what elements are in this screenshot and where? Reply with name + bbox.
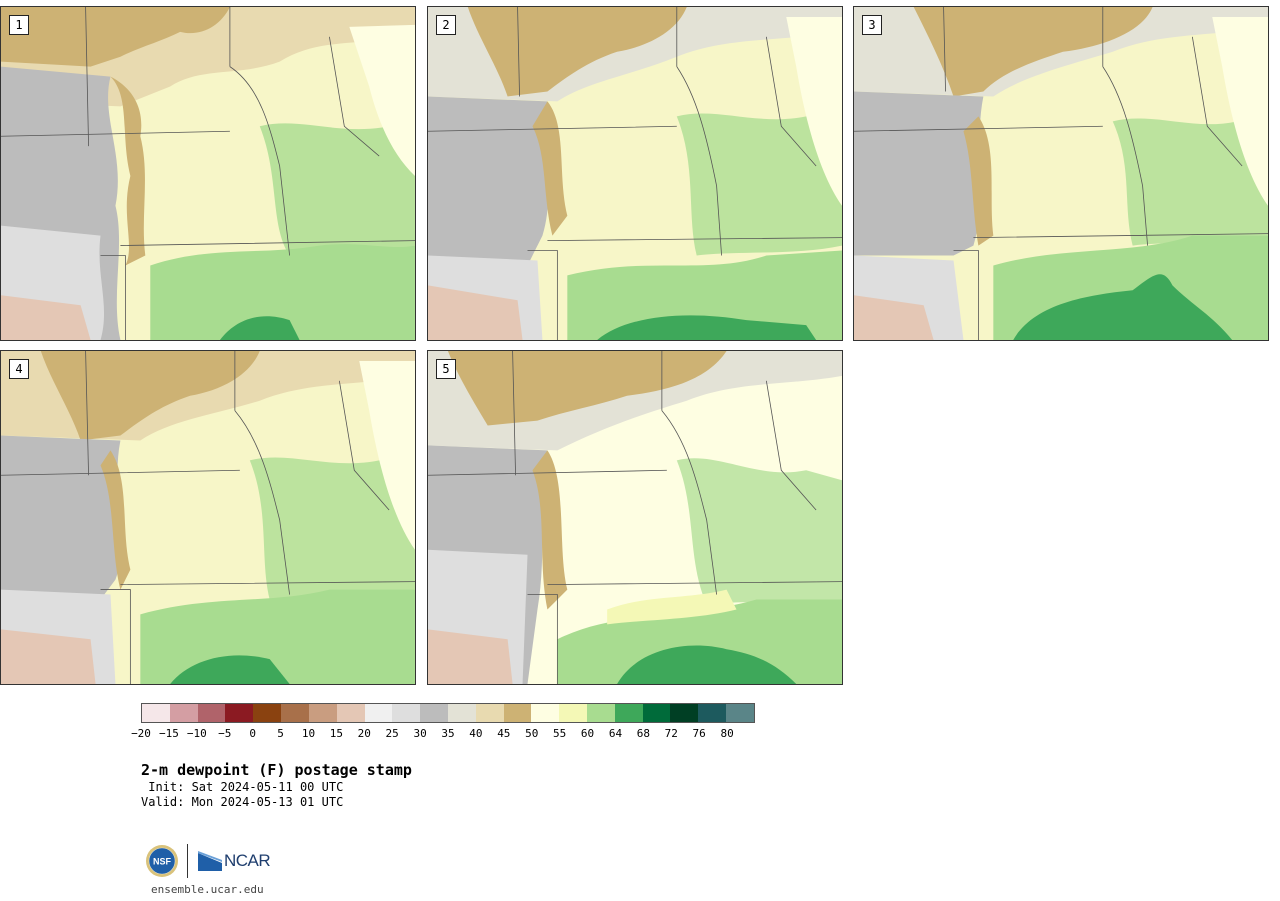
dewpoint-map <box>1 351 415 684</box>
colorbar-swatch <box>392 704 421 722</box>
sponsor-logos: NSF NCAR <box>145 843 271 879</box>
colorbar-swatch <box>475 704 504 722</box>
colorbar-swatch <box>698 704 727 722</box>
colorbar-swatch <box>281 704 309 722</box>
site-url: ensemble.ucar.edu <box>151 883 264 896</box>
colorbar-tick-label: 64 <box>608 727 623 740</box>
colorbar-tick-label: −15 <box>158 727 179 740</box>
colorbar-swatch <box>308 704 337 722</box>
colorbar-ticks: −20 −15 −10 −5 0 5 10 15 20 25 30 35 40 45 50 55 60 64 68 7… <box>131 727 755 741</box>
panel-number: 4 <box>9 359 29 379</box>
colorbar-tick-label: −10 <box>186 727 207 740</box>
postage-stamp-map-2: 2 <box>427 6 843 341</box>
logo-divider <box>187 844 188 878</box>
ncar-logo-text: NCAR <box>224 851 271 870</box>
colorbar-tick-label: 0 <box>249 727 256 740</box>
init-time: Init: Sat 2024-05-11 00 UTC <box>141 780 344 794</box>
colorbar-swatch <box>253 704 282 722</box>
colorbar-tick-label: 30 <box>413 727 427 740</box>
dewpoint-map <box>854 7 1268 340</box>
colorbar-swatch <box>614 704 643 722</box>
colorbar-swatch <box>169 704 198 722</box>
dewpoint-map <box>428 351 842 684</box>
dewpoint-map <box>428 7 842 340</box>
postage-stamp-map-1: 1 <box>0 6 416 341</box>
colorbar-swatch <box>197 704 226 722</box>
colorbar-tick-label: 20 <box>357 727 371 740</box>
colorbar-tick-label: 40 <box>469 727 483 740</box>
colorbar-tick-label: 55 <box>553 727 567 740</box>
colorbar-tick-label: 35 <box>441 727 455 740</box>
colorbar-tick-label: 60 <box>580 727 595 740</box>
colorbar-tick-label: 15 <box>329 727 343 740</box>
panel-number: 2 <box>436 15 456 35</box>
panel-number: 1 <box>9 15 29 35</box>
colorbar-tick-label: 72 <box>664 727 678 740</box>
colorbar-swatch <box>726 704 754 722</box>
chart-title: 2-m dewpoint (F) postage stamp <box>141 761 412 779</box>
postage-stamp-map-4: 4 <box>0 350 416 685</box>
nsf-logo-text: NSF <box>153 857 172 867</box>
valid-time: Valid: Mon 2024-05-13 01 UTC <box>141 795 344 809</box>
postage-stamp-map-3: 3 <box>853 6 1269 341</box>
dewpoint-map <box>1 7 415 340</box>
colorbar-tick-label: 10 <box>301 727 316 740</box>
colorbar-tick-label: −5 <box>218 727 232 740</box>
colorbar-swatch <box>142 704 170 722</box>
colorbar-tick-label: 76 <box>692 727 706 740</box>
colorbar-swatch <box>364 704 393 722</box>
colorbar-tick-label: −20 <box>131 727 151 740</box>
ncar-mark-icon <box>198 851 222 871</box>
colorbar-tick-label: 80 <box>720 727 734 740</box>
colorbar-swatch <box>670 704 699 722</box>
colorbar-swatch <box>559 704 587 722</box>
panel-number: 5 <box>436 359 456 379</box>
colorbar-swatch <box>420 704 448 722</box>
nsf-logo-icon: NSF <box>146 845 178 877</box>
colorbar-swatch <box>225 704 254 722</box>
colorbar-swatch <box>587 704 615 722</box>
ncar-logo: NCAR <box>198 851 271 871</box>
colorbar-tick-label: 5 <box>277 727 284 740</box>
colorbar-swatch <box>531 704 560 722</box>
postage-stamp-map-5: 5 <box>427 350 843 685</box>
dewpoint-colorbar <box>141 703 755 723</box>
colorbar-tick-label: 68 <box>636 727 650 740</box>
panel-number: 3 <box>862 15 882 35</box>
colorbar-tick-label: 50 <box>525 727 539 740</box>
colorbar-swatch <box>336 704 365 722</box>
colorbar-tick-label: 45 <box>497 727 511 740</box>
colorbar-tick-label: 25 <box>385 727 399 740</box>
colorbar-swatch <box>642 704 671 722</box>
colorbar-swatch <box>503 704 532 722</box>
colorbar-swatch <box>447 704 476 722</box>
